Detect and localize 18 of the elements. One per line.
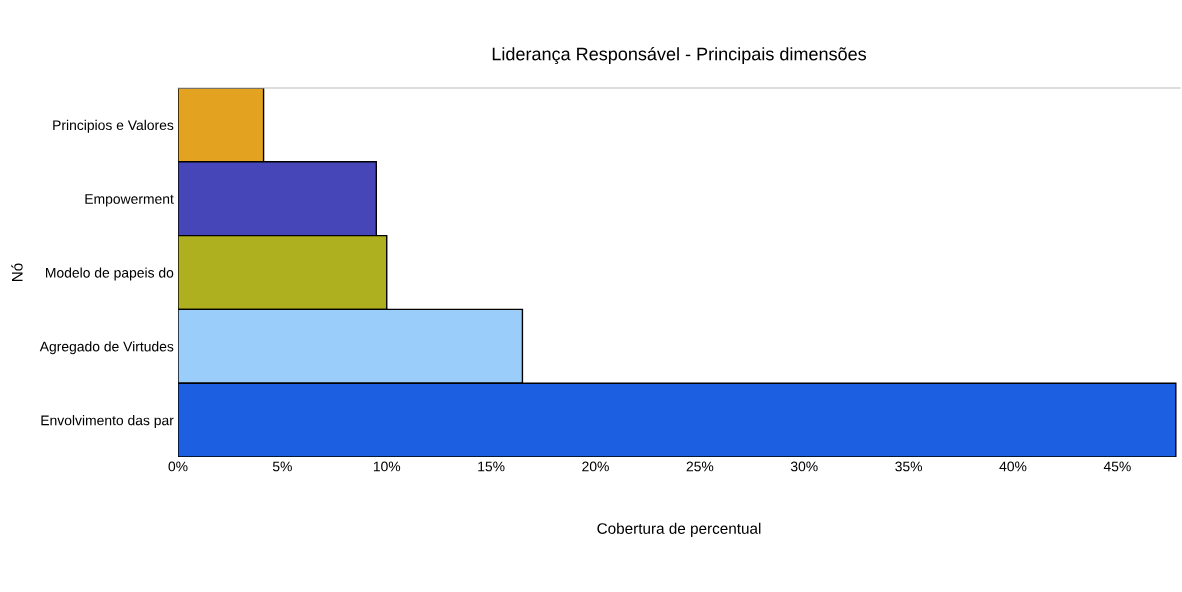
y-tick-label: Modelo de papeis do <box>46 267 174 281</box>
y-axis-title: Nó <box>11 263 23 282</box>
x-tick-label: 5% <box>272 461 292 472</box>
x-tick-label: 15% <box>478 461 505 472</box>
chart-title: Liderança Responsável - Principais dimensões <box>492 46 867 65</box>
x-tick-label: 25% <box>686 461 714 472</box>
y-tick-label: Empowerment <box>85 194 174 207</box>
x-tick-label: 40% <box>999 461 1027 472</box>
y-tick-label: Agregado de Virtudes <box>39 341 174 355</box>
x-tick-label: 30% <box>790 461 818 472</box>
x-tick-label: 45% <box>1103 461 1131 472</box>
x-tick-label: 20% <box>582 461 609 472</box>
x-axis-title: Cobertura de percentual <box>597 522 761 537</box>
y-tick-label: Principios e Valores <box>53 119 174 133</box>
x-tick-label: 10% <box>373 461 401 472</box>
y-tick-label: Envolvimento das par <box>41 415 174 429</box>
x-tick-label: 0% <box>168 461 188 472</box>
x-tick-label: 35% <box>895 461 923 472</box>
